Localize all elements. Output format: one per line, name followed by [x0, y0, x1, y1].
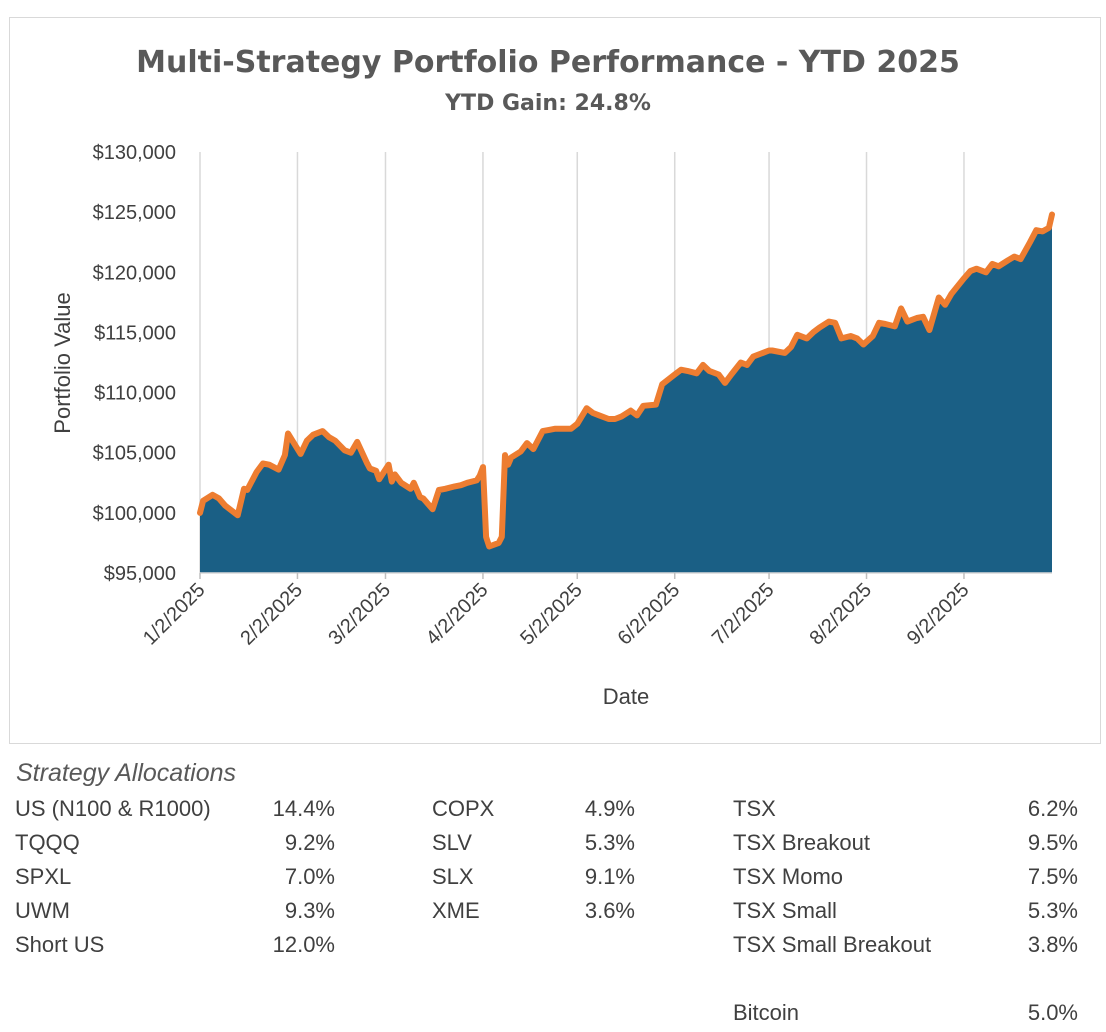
allocation-percent: 5.3% [584, 830, 635, 855]
y-axis-ticks: $95,000 $100,000 $105,000 $110,000 $115,000 $… [93, 142, 176, 585]
allocation-name: TSX Breakout [733, 830, 870, 855]
allocation-percent: 14.4% [272, 796, 335, 821]
x-axis-ticks: 1/2/2025 2/2/2025 3/2/2025 4/2/2025 5/2/2025… [139, 573, 974, 650]
y-tick-label: $115,000 [94, 322, 176, 344]
y-tick-label: $125,000 [93, 202, 176, 224]
y-axis-title: Portfolio Value [50, 292, 75, 433]
chart-area: Multi-Strategy Portfolio Performance - Y… [9, 17, 1101, 744]
allocation-row: Bitcoin 5.0% [733, 998, 1078, 1032]
allocation-name: SLV [432, 830, 472, 855]
allocation-row: UWM 9.3% [15, 896, 335, 930]
x-tick-label: 7/2/2025 [708, 579, 779, 650]
allocation-percent: 9.1% [584, 864, 635, 889]
y-tick-label: $105,000 [93, 443, 176, 465]
allocation-row: TSX Small Breakout 3.8% [733, 930, 1078, 964]
x-axis-title: Date [603, 684, 649, 709]
allocation-name: UWM [15, 898, 70, 923]
allocation-name: TQQQ [15, 830, 80, 855]
chart-title: Multi-Strategy Portfolio Performance - Y… [136, 45, 960, 80]
allocation-name: SPXL [15, 864, 72, 889]
allocation-name: TSX Momo [733, 864, 844, 889]
allocation-row: US (N100 & R1000) 14.4% [15, 794, 335, 828]
allocation-row: TSX Momo 7.5% [733, 862, 1078, 896]
allocation-percent: 9.3% [284, 898, 335, 923]
x-tick-label: 8/2/2025 [805, 579, 876, 650]
allocations-heading: Strategy Allocations [16, 759, 237, 787]
allocation-percent: 5.3% [1027, 898, 1078, 923]
allocation-name: TSX Small Breakout [733, 932, 932, 957]
allocation-name: SLX [432, 864, 474, 889]
allocation-name: US (N100 & R1000) [15, 796, 211, 821]
x-tick-label: 6/2/2025 [614, 579, 685, 650]
allocation-percent: 9.5% [1027, 830, 1078, 855]
allocation-percent: 6.2% [1027, 796, 1078, 821]
allocations-column-3: TSX 6.2% TSX Breakout 9.5% TSX Momo 7.5% TSX S… [733, 794, 1078, 1032]
allocation-percent: 7.5% [1027, 864, 1078, 889]
allocation-percent: 9.2% [284, 830, 335, 855]
x-tick-label: 5/2/2025 [516, 579, 587, 650]
chart-subtitle: YTD Gain: 24.8% [444, 91, 651, 116]
x-tick-label: 9/2/2025 [903, 579, 974, 650]
allocation-name: Bitcoin [733, 1000, 800, 1025]
y-tick-label: $100,000 [93, 503, 176, 525]
allocation-percent: 3.6% [584, 898, 635, 923]
portfolio-area [200, 214, 1052, 573]
allocation-row: TQQQ 9.2% [15, 828, 335, 862]
allocation-row [733, 964, 1078, 998]
allocation-row: COPX 4.9% [432, 794, 635, 828]
allocation-name: COPX [432, 796, 495, 821]
allocation-row: TSX Breakout 9.5% [733, 828, 1078, 862]
allocations-column-1: US (N100 & R1000) 14.4% TQQQ 9.2% SPXL 7.0% UW… [15, 794, 335, 964]
allocation-name: XME [432, 898, 480, 923]
portfolio-line [197, 211, 1055, 550]
y-tick-label: $130,000 [93, 142, 176, 164]
allocation-row: TSX Small 5.3% [733, 896, 1078, 930]
allocation-row: TSX 6.2% [733, 794, 1078, 828]
allocation-percent: 5.0% [1027, 1000, 1078, 1025]
allocation-name: Short US [15, 932, 105, 957]
allocation-percent: 3.8% [1027, 932, 1078, 957]
x-tick-label: 3/2/2025 [324, 579, 395, 650]
allocation-row: SPXL 7.0% [15, 862, 335, 896]
y-tick-label: $120,000 [93, 262, 176, 284]
allocation-percent: 12.0% [272, 932, 335, 957]
allocation-percent: 4.9% [584, 796, 635, 821]
allocation-row: SLX 9.1% [432, 862, 635, 896]
allocation-row: XME 3.6% [432, 896, 635, 930]
y-tick-label: $95,000 [104, 563, 176, 585]
allocation-name: TSX Small [733, 898, 837, 923]
allocations-column-2: COPX 4.9% SLV 5.3% SLX 9.1% XME 3.6% [432, 794, 635, 930]
allocation-row: SLV 5.3% [432, 828, 635, 862]
performance-chart: Multi-Strategy Portfolio Performance - Y… [50, 45, 1055, 709]
allocation-percent: 7.0% [284, 864, 335, 889]
y-tick-label: $110,000 [94, 383, 176, 405]
x-tick-label: 2/2/2025 [236, 579, 307, 650]
allocation-name: TSX [733, 796, 776, 821]
x-tick-label: 4/2/2025 [422, 579, 493, 650]
x-tick-label: 1/2/2025 [139, 579, 210, 650]
allocation-row: Short US 12.0% [15, 930, 335, 964]
